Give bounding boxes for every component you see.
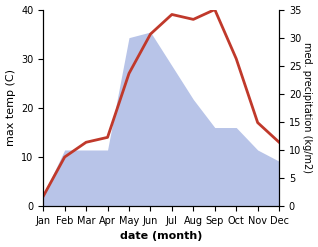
Y-axis label: med. precipitation (kg/m2): med. precipitation (kg/m2) <box>302 42 313 173</box>
X-axis label: date (month): date (month) <box>120 231 202 242</box>
Y-axis label: max temp (C): max temp (C) <box>5 69 16 146</box>
